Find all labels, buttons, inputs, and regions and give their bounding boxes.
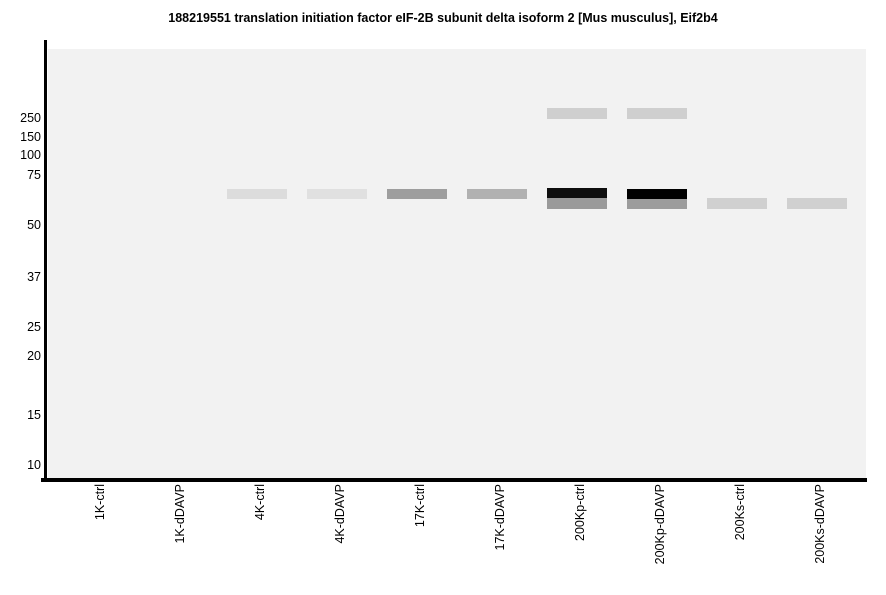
x-lane-label: 200Kp-ctrl bbox=[573, 484, 587, 541]
gel-band bbox=[387, 189, 447, 199]
gel-band bbox=[547, 188, 607, 198]
gel-band bbox=[547, 108, 607, 119]
gel-band bbox=[307, 189, 367, 199]
y-axis-line bbox=[44, 40, 47, 482]
y-tick-label: 75 bbox=[27, 168, 41, 182]
x-lane-label: 200Ks-ctrl bbox=[733, 484, 747, 541]
y-tick-label: 150 bbox=[20, 130, 41, 144]
chart-title: 188219551 translation initiation factor … bbox=[168, 11, 718, 25]
gel-plot-area bbox=[48, 49, 866, 478]
gel-band bbox=[627, 108, 687, 119]
gel-band bbox=[627, 189, 687, 199]
x-axis-line bbox=[41, 478, 867, 482]
x-lane-label: 200Ks-dDAVP bbox=[813, 484, 827, 564]
gel-band bbox=[787, 198, 847, 209]
x-lane-label: 17K-dDAVP bbox=[493, 484, 507, 551]
x-lane-label: 4K-dDAVP bbox=[333, 484, 347, 544]
gel-band bbox=[227, 189, 287, 199]
y-tick-label: 20 bbox=[27, 349, 41, 363]
y-tick-label: 37 bbox=[27, 270, 41, 284]
x-lane-label: 17K-ctrl bbox=[413, 484, 427, 528]
y-tick-label: 250 bbox=[20, 111, 41, 125]
gel-band bbox=[547, 198, 607, 209]
y-tick-label: 100 bbox=[20, 148, 41, 162]
x-lane-label: 1K-dDAVP bbox=[173, 484, 187, 544]
y-tick-label: 25 bbox=[27, 320, 41, 334]
y-tick-label: 15 bbox=[27, 408, 41, 422]
x-lane-label: 1K-ctrl bbox=[93, 484, 107, 521]
x-lane-label: 4K-ctrl bbox=[253, 484, 267, 521]
y-tick-label: 50 bbox=[27, 218, 41, 232]
gel-band bbox=[467, 189, 527, 199]
x-lane-label: 200Kp-dDAVP bbox=[653, 484, 667, 565]
y-tick-label: 10 bbox=[27, 458, 41, 472]
gel-band bbox=[707, 198, 767, 209]
gel-band bbox=[627, 199, 687, 209]
